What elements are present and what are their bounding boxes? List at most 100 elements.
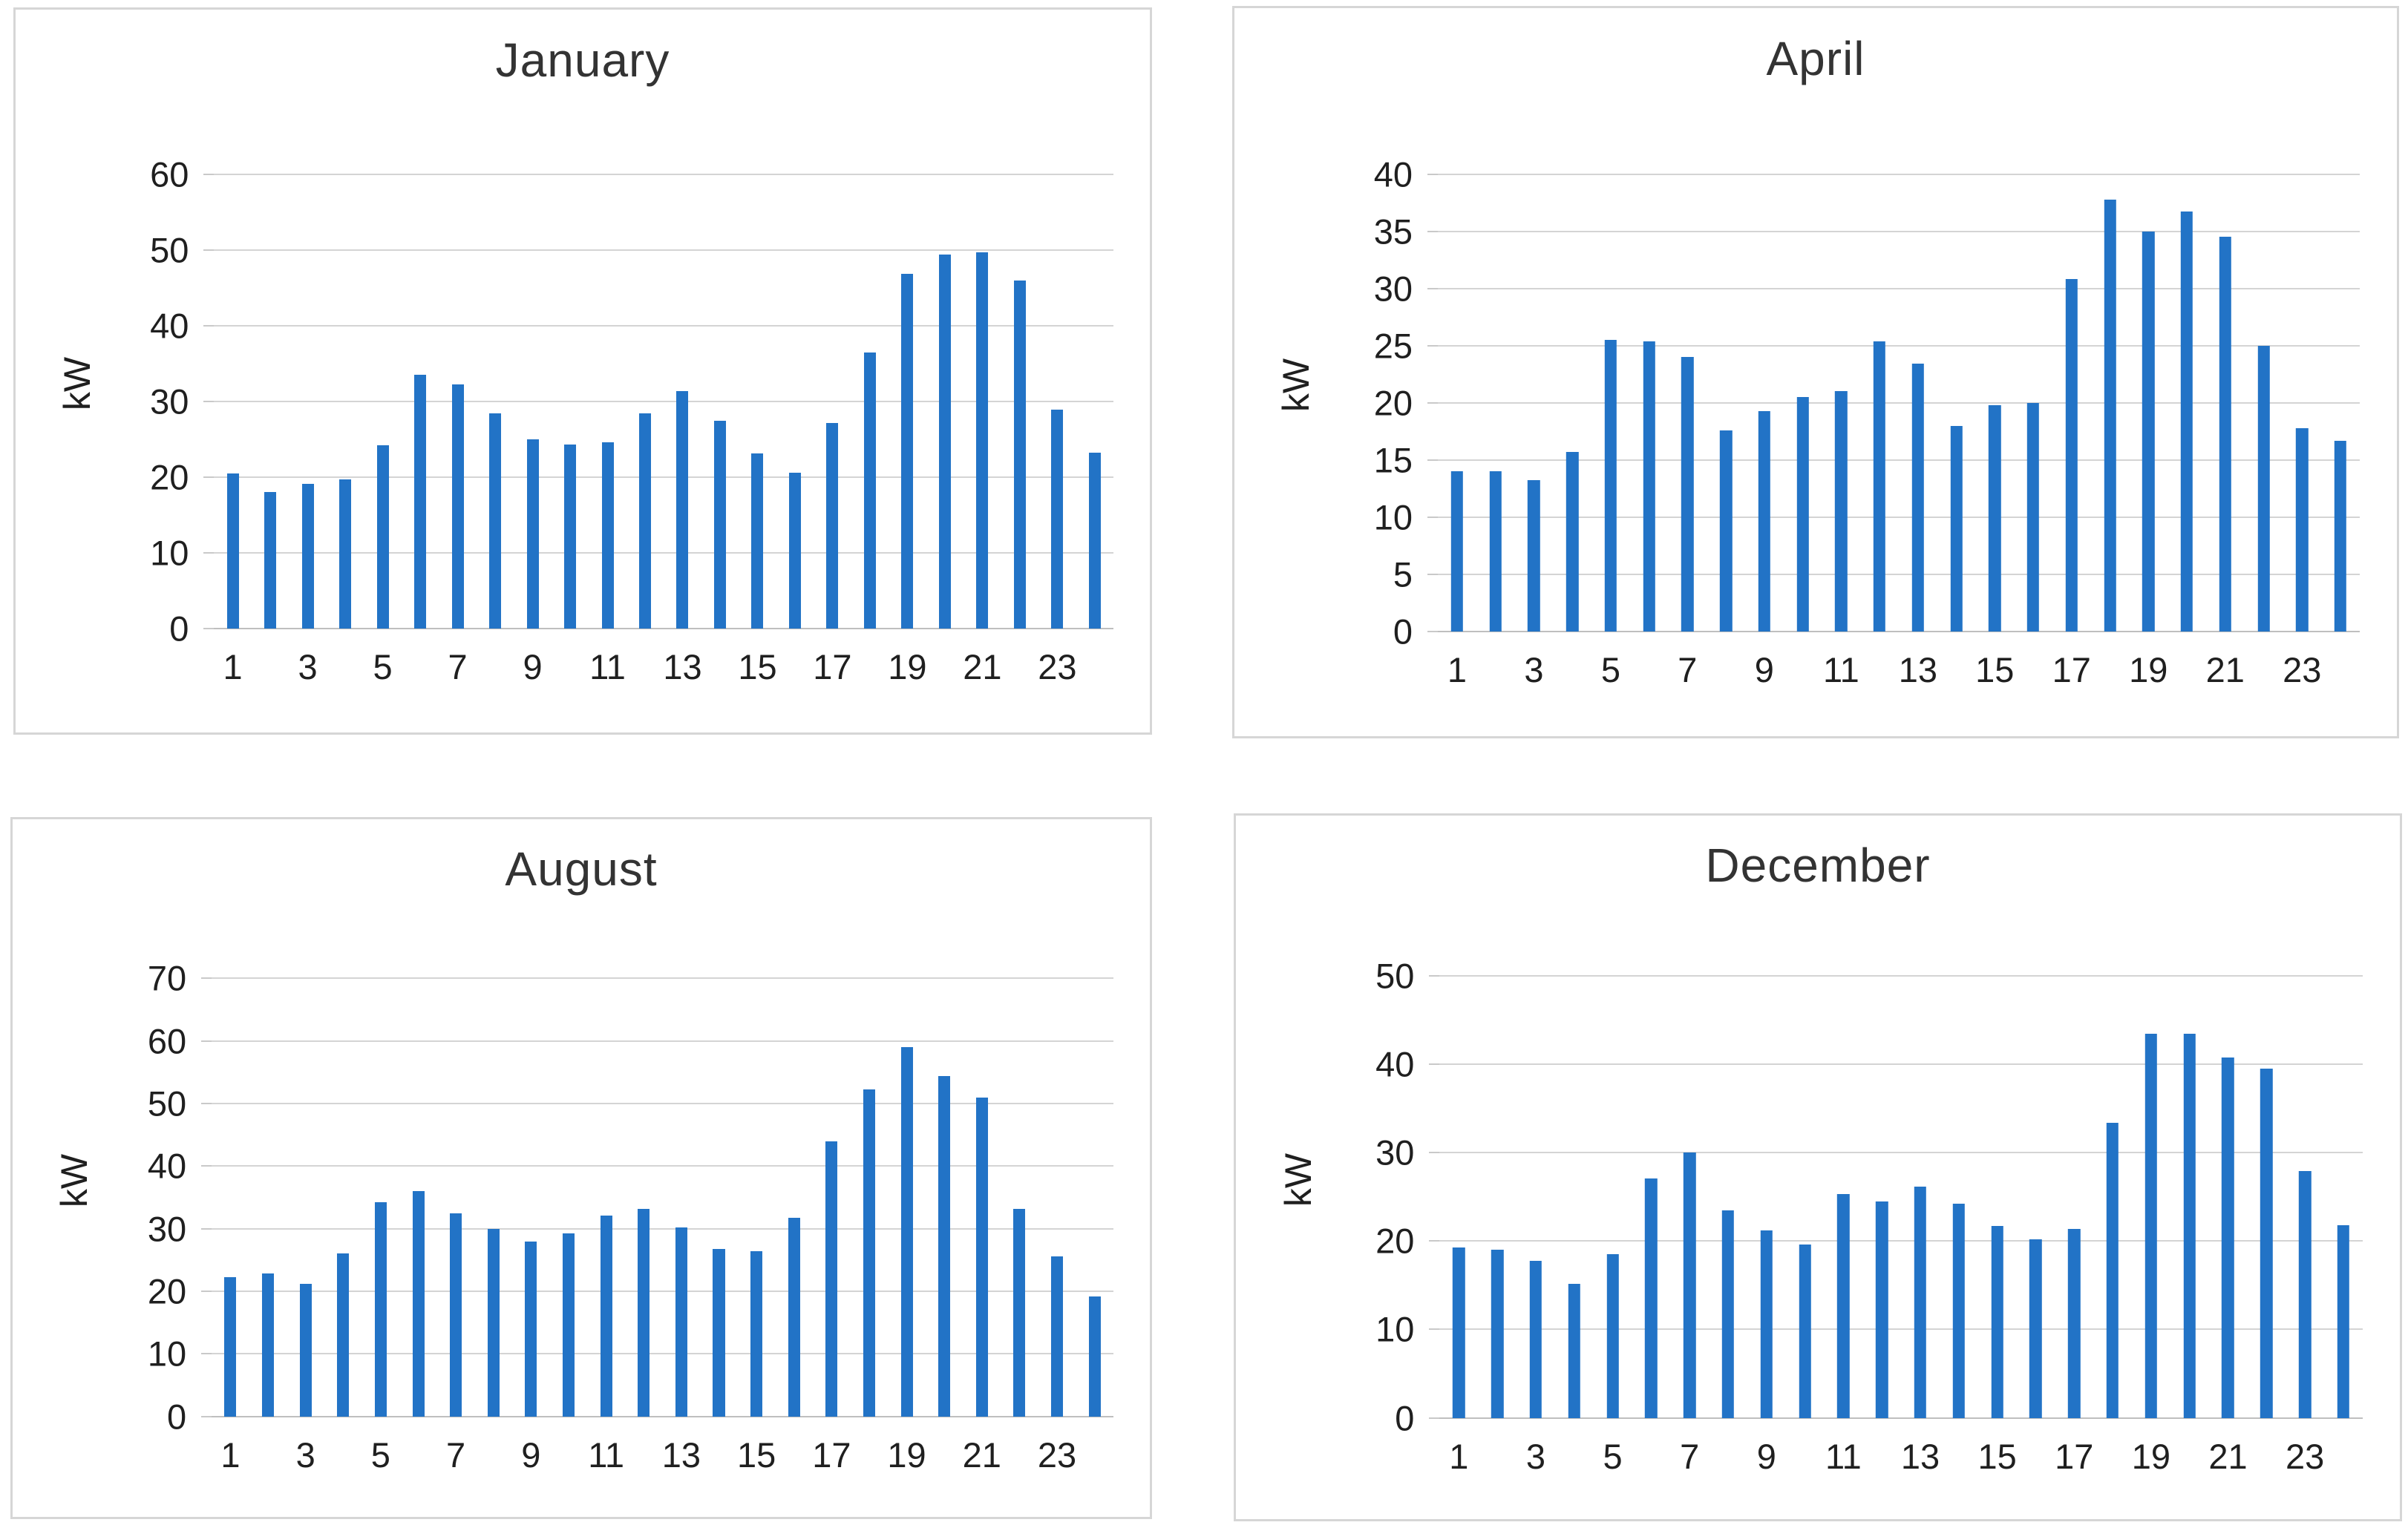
bar-hour-5 xyxy=(376,445,389,629)
chart-title: January xyxy=(495,33,670,88)
bar-hour-17 xyxy=(825,1141,838,1417)
bar-hour-6 xyxy=(1645,1178,1658,1418)
bar-hour-8 xyxy=(1721,1210,1735,1418)
gridline xyxy=(1438,459,2360,461)
x-tick-label: 7 xyxy=(1678,649,1698,689)
bar-hour-12 xyxy=(1873,341,1886,632)
bar-hour-2 xyxy=(1489,471,1502,632)
x-tick-label: 5 xyxy=(1603,1436,1623,1476)
y-tick-label: 10 xyxy=(150,533,189,573)
x-tick-label: 17 xyxy=(2052,649,2091,689)
x-tick-label: 9 xyxy=(523,646,543,686)
y-tick-label: 0 xyxy=(166,1397,187,1437)
bar-hour-13 xyxy=(1914,1186,1927,1418)
bar-hour-18 xyxy=(863,1089,875,1417)
bar-hour-20 xyxy=(2183,1033,2196,1418)
y-tick-label: 10 xyxy=(1375,1309,1415,1349)
bar-hour-14 xyxy=(1950,425,1963,632)
bar-hour-1 xyxy=(1450,471,1464,632)
bar-hour-10 xyxy=(564,445,577,629)
y-tick-mark xyxy=(1429,1152,1440,1154)
x-tick-label: 15 xyxy=(1975,649,2015,689)
y-tick-label: 60 xyxy=(150,154,189,194)
y-tick-mark xyxy=(1427,173,1439,175)
x-tick-label: 23 xyxy=(2283,649,2322,689)
gridline xyxy=(1439,1328,2363,1331)
x-tick-label: 11 xyxy=(589,646,626,686)
y-tick-label: 40 xyxy=(150,306,189,346)
y-tick-mark xyxy=(201,1415,212,1417)
bar-hour-2 xyxy=(264,492,277,629)
x-tick-label: 21 xyxy=(2205,649,2245,689)
gridline xyxy=(1438,173,2360,175)
x-tick-label: 1 xyxy=(220,1434,241,1475)
x-tick-label: 15 xyxy=(738,646,777,686)
bar-hour-7 xyxy=(1683,1152,1696,1418)
bar-hour-21 xyxy=(975,1097,988,1417)
bar-hour-16 xyxy=(2029,1239,2042,1418)
gridline xyxy=(1438,287,2360,289)
bar-hour-19 xyxy=(2142,231,2155,632)
chart-panel-april: April kW 0 5 10 15 20 25 30 35 40 1 3 5 7 9 11 13 15 17 19… xyxy=(1232,6,2399,738)
bar-hour-20 xyxy=(938,1075,951,1417)
y-tick-label: 0 xyxy=(1393,611,1413,652)
y-tick-label: 30 xyxy=(1373,269,1413,309)
y-tick-label: 20 xyxy=(150,457,189,497)
gridline xyxy=(1439,1152,2363,1154)
bar-hour-19 xyxy=(2144,1033,2158,1418)
bar-hour-24 xyxy=(1088,453,1101,629)
plot-area: 0 10 20 30 40 50 1 3 5 7 9 11 13 15 17 19 21 23 xyxy=(1375,959,2363,1474)
y-tick-mark xyxy=(1427,230,1439,232)
bar-hour-13 xyxy=(676,390,689,629)
x-tick-label: 21 xyxy=(963,646,1002,686)
y-tick-label: 40 xyxy=(1373,154,1413,194)
bar-hour-2 xyxy=(262,1273,275,1417)
x-tick-label: 19 xyxy=(2131,1436,2170,1476)
gridline xyxy=(214,174,1114,176)
gridline xyxy=(212,1165,1113,1167)
y-tick-label: 25 xyxy=(1373,326,1413,366)
x-tick-label: 1 xyxy=(223,646,243,686)
bar-hour-1 xyxy=(226,473,239,629)
bar-hour-4 xyxy=(339,479,352,629)
bar-hour-4 xyxy=(1568,1283,1580,1418)
gridline xyxy=(212,1040,1113,1042)
y-tick-label: 0 xyxy=(169,609,189,649)
bar-hour-5 xyxy=(1604,340,1617,632)
gridline xyxy=(1439,975,2363,977)
y-tick-label: 20 xyxy=(1373,383,1413,423)
gridline xyxy=(212,1102,1113,1104)
chart-title: August xyxy=(505,842,658,896)
bar-hour-19 xyxy=(900,1047,913,1417)
gridline xyxy=(1438,516,2360,518)
gridline xyxy=(1438,344,2360,347)
gridline xyxy=(212,977,1113,980)
bar-hour-5 xyxy=(1606,1254,1619,1418)
bar-hour-22 xyxy=(2260,1069,2273,1418)
y-tick-mark xyxy=(203,174,215,176)
bar-hour-17 xyxy=(2068,1228,2081,1418)
gridline xyxy=(212,1290,1113,1292)
plot-area: 0 10 20 30 40 50 60 1 3 5 7 9 11 13 15 17 19 21 23 xyxy=(150,157,1114,684)
y-tick-mark xyxy=(203,476,215,478)
bar-hour-22 xyxy=(1013,280,1026,629)
y-tick-mark xyxy=(203,400,215,402)
bar-hour-14 xyxy=(713,1249,725,1417)
bar-hour-14 xyxy=(1952,1204,1966,1418)
bar-hour-23 xyxy=(1051,410,1064,629)
gridline xyxy=(214,627,1114,629)
bar-hour-10 xyxy=(562,1233,575,1417)
x-tick-label: 11 xyxy=(1825,1436,1862,1476)
gridline xyxy=(1439,1417,2363,1419)
gridline xyxy=(214,476,1114,478)
bar-hour-8 xyxy=(487,1228,500,1417)
bar-hour-22 xyxy=(1013,1208,1026,1417)
gridline xyxy=(212,1227,1113,1230)
bar-hour-3 xyxy=(1529,1260,1542,1418)
y-tick-mark xyxy=(201,1165,212,1167)
bar-hour-9 xyxy=(526,439,539,629)
bar-hour-21 xyxy=(2222,1057,2234,1418)
bar-hour-20 xyxy=(938,255,951,629)
bar-hour-15 xyxy=(750,1251,763,1417)
